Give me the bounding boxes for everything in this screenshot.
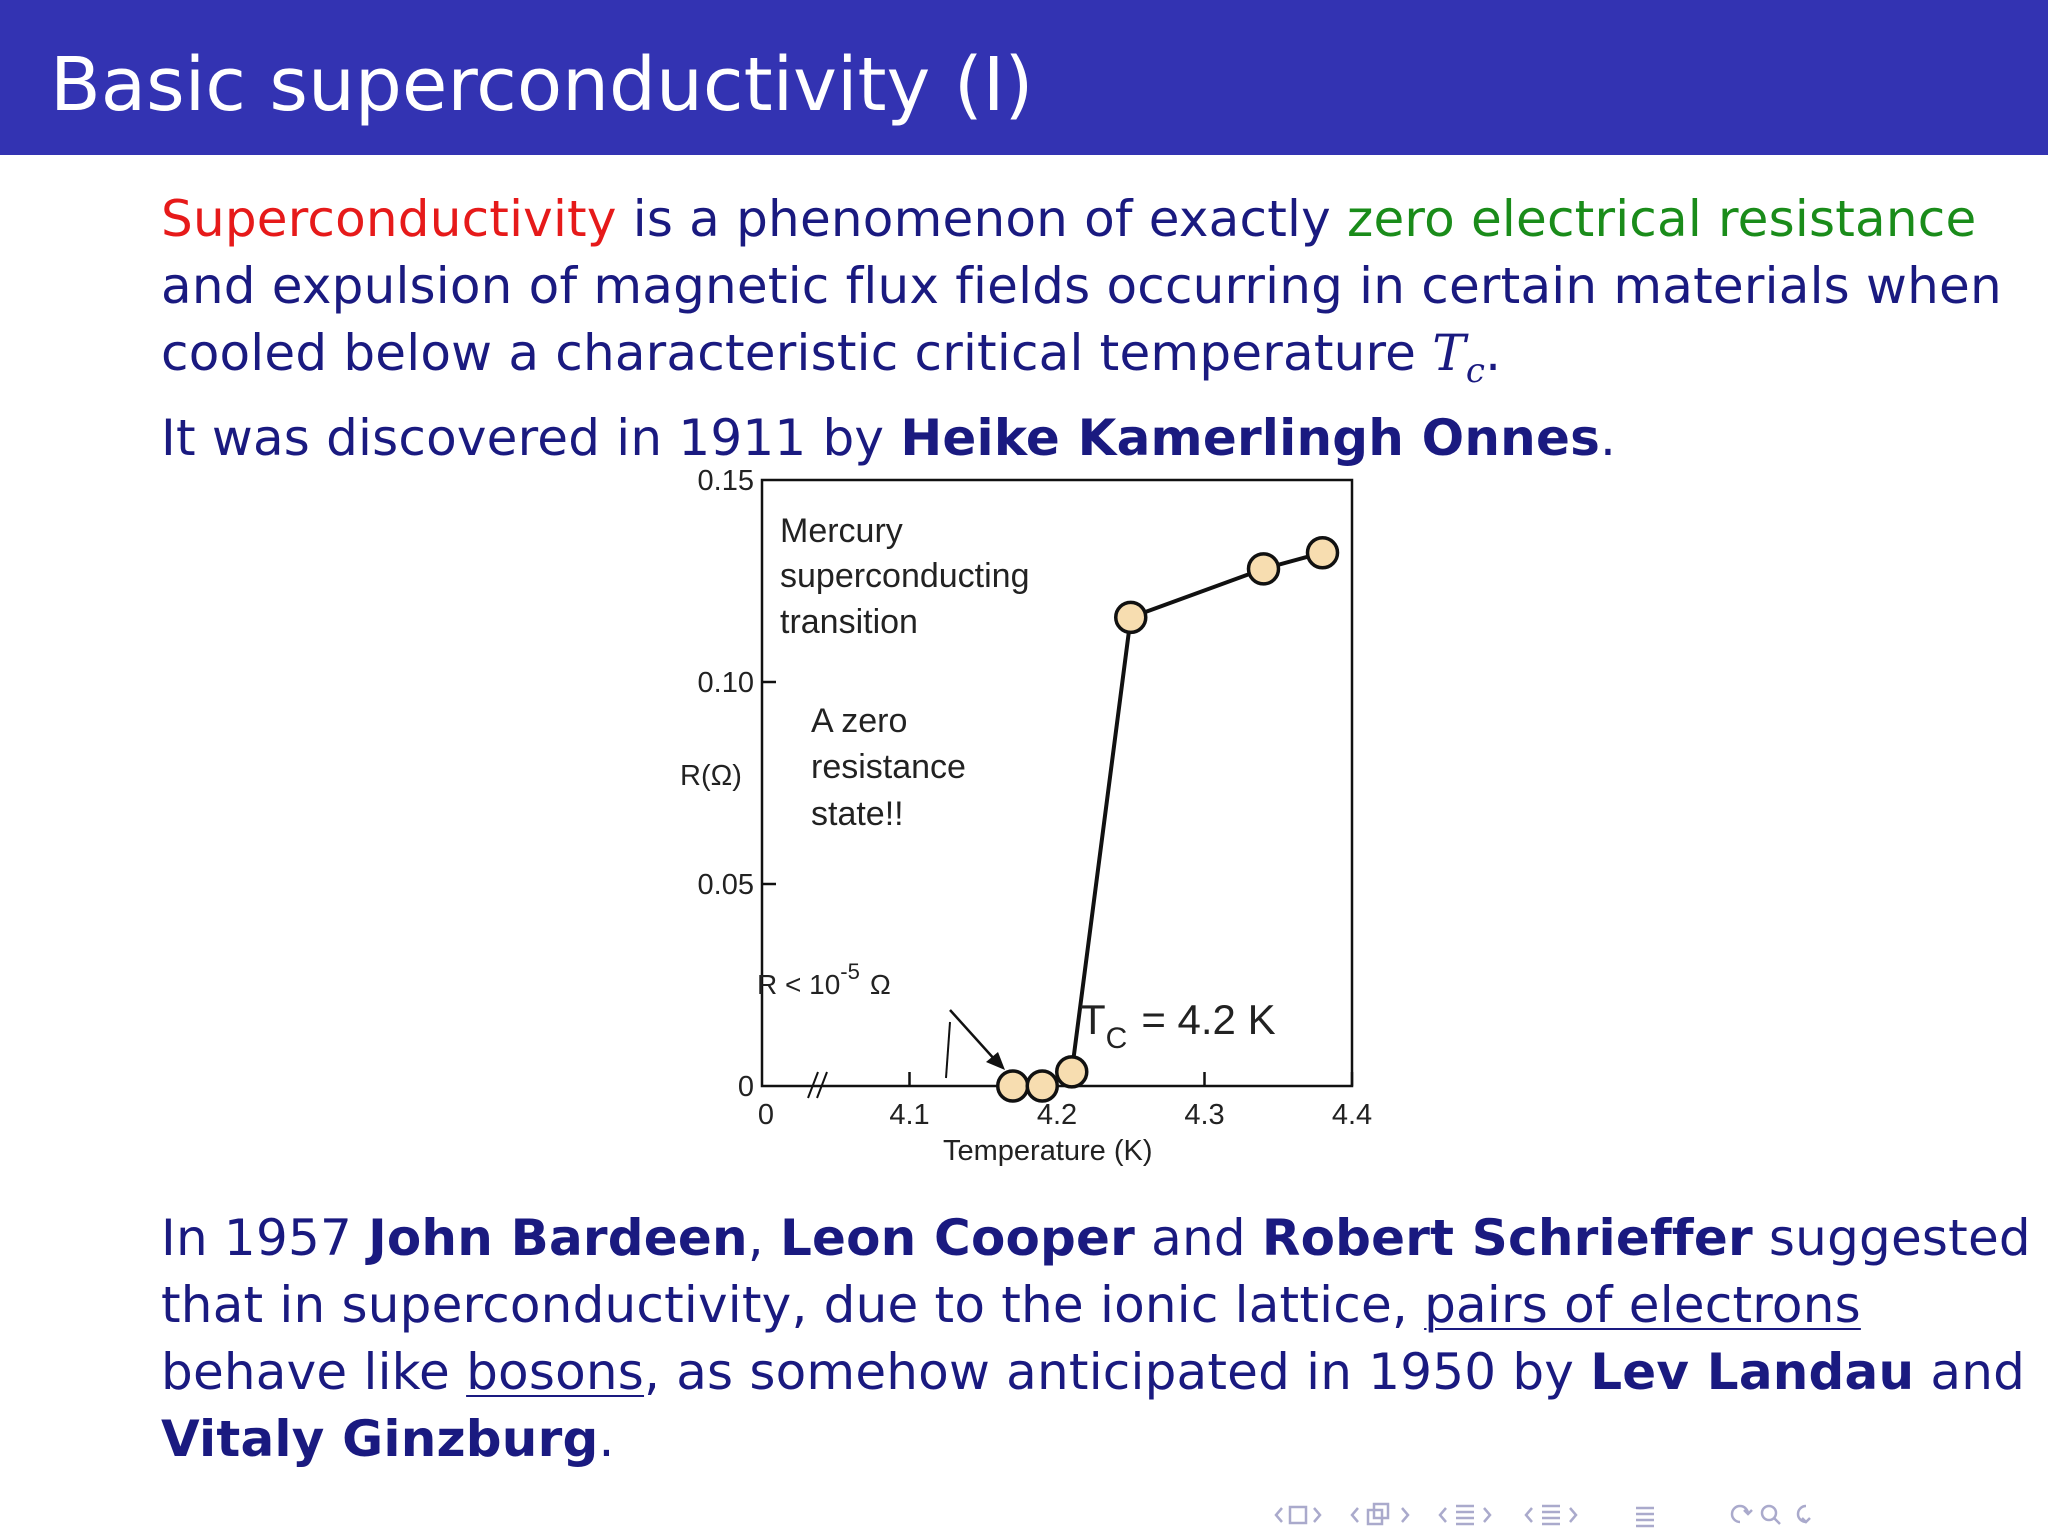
bcs-text: and	[1914, 1343, 2026, 1401]
annotation-title-2: superconducting	[780, 557, 1030, 595]
tc-label: TC = 4.2 K	[1080, 996, 1276, 1055]
intro-text: .	[1600, 409, 1617, 467]
name-bardeen: John Bardeen	[368, 1209, 748, 1267]
bcs-text: and	[1135, 1209, 1262, 1267]
name-cooper: Leon Cooper	[779, 1209, 1136, 1267]
resistance-chart: 4.1 4.2 4.3 4.4 0.15 0.10 0.05 00 Mercury super…	[680, 465, 1373, 1167]
search-icon[interactable]	[1760, 1504, 1778, 1522]
axis-break-mark	[807, 1071, 819, 1099]
right-arrow-icon[interactable]	[1569, 1507, 1578, 1523]
nav-icons	[1274, 1502, 1811, 1528]
bcs-line-1: In 1957 John Bardeen, Leon Cooper and Ro…	[161, 1205, 2031, 1272]
bcs-text: .	[598, 1410, 615, 1468]
x-tick-label: 4.2	[1037, 1099, 1077, 1131]
data-point	[1246, 552, 1281, 586]
intro-paragraph: Superconductivity is a phenomenon of exa…	[161, 186, 2002, 472]
chart-ticks: 4.1 4.2 4.3 4.4 0.15 0.10 0.05 00	[698, 465, 1373, 1131]
bcs-line-4: Vitaly Ginzburg.	[161, 1406, 1981, 1473]
y-tick-label: 0.05	[698, 869, 754, 901]
intro-text: is a phenomenon of exactly	[616, 190, 1347, 248]
beamer-navigation-bar	[1270, 1500, 2030, 1530]
axis-break-mark	[816, 1071, 828, 1099]
x-origin-label: 0	[758, 1099, 774, 1131]
nav-subsection-list-group[interactable]	[1524, 1504, 1578, 1526]
tc-subscript: c	[1465, 351, 1486, 391]
bcs-line-3: behave like bosons, as somehow anticipat…	[161, 1339, 2025, 1406]
annotation-title-3: transition	[780, 603, 918, 641]
mercury-resistance-figure: 4.1 4.2 4.3 4.4 0.15 0.10 0.05 0 0 Mercury super…	[660, 460, 1400, 1180]
name-landau: Lev Landau	[1590, 1343, 1915, 1401]
frame-icon[interactable]	[1288, 1505, 1308, 1525]
bcs-text: In 1957	[161, 1209, 369, 1267]
intro-line-2: and expulsion of magnetic flux fields oc…	[161, 257, 2002, 315]
link-bosons[interactable]: bosons	[466, 1343, 645, 1401]
right-arrow-icon[interactable]	[1483, 1507, 1492, 1523]
title-bar: Basic superconductivity (I)	[0, 0, 2048, 155]
loop-icon[interactable]	[1730, 1504, 1750, 1524]
tc-pointer-line	[945, 1021, 951, 1079]
name-onnes: Heike Kamerlingh Onnes	[900, 409, 1601, 467]
name-ginzburg: Vitaly Ginzburg	[161, 1410, 599, 1468]
intro-text: cooled below a characteristic critical t…	[161, 324, 1433, 382]
bcs-line-2: that in superconductivity, due to the io…	[161, 1272, 1981, 1339]
data-point	[996, 1069, 1030, 1103]
r-limit-label: R < 10-5 Ω	[757, 959, 891, 1000]
chart-annotations: Mercury superconducting transition A zer…	[680, 512, 1276, 1167]
chart-series	[996, 535, 1340, 1103]
nav-subsection-group[interactable]	[1350, 1502, 1410, 1526]
annotation-zero-3: state!!	[811, 795, 904, 833]
intro-line-4: It was discovered in 1911 by Heike Kamer…	[161, 405, 1981, 472]
data-point	[1305, 535, 1340, 570]
data-point	[1114, 600, 1148, 635]
right-arrow-icon[interactable]	[1313, 1507, 1322, 1523]
x-axis-label: Temperature (K)	[943, 1135, 1153, 1167]
zero-resistance-phrase: zero electrical resistance	[1347, 190, 1977, 248]
left-arrow-icon[interactable]	[1274, 1507, 1283, 1523]
slide-title: Basic superconductivity (I)	[50, 42, 1034, 128]
loop-back-icon[interactable]	[1796, 1504, 1807, 1524]
right-arrow-icon[interactable]	[1401, 1507, 1410, 1523]
term-superconductivity: Superconductivity	[161, 190, 617, 248]
y-tick-label: 0	[738, 1071, 754, 1103]
link-pairs-of-electrons[interactable]: pairs of electrons	[1424, 1276, 1861, 1334]
data-point	[1055, 1055, 1089, 1089]
bcs-text: , as somehow anticipated in 1950 by	[644, 1343, 1591, 1401]
intro-text: It was discovered in 1911 by	[161, 409, 901, 467]
bcs-text: that in superconductivity, due to the io…	[161, 1276, 1425, 1334]
x-tick-label: 4.3	[1184, 1099, 1224, 1131]
r-limit-arrowhead	[986, 1052, 1005, 1070]
name-schrieffer: Robert Schrieffer	[1261, 1209, 1753, 1267]
y-axis-label: R(Ω)	[680, 760, 742, 792]
annotation-zero-2: resistance	[811, 748, 966, 786]
subsection-icon-back	[1372, 1502, 1390, 1520]
nav-search-group[interactable]	[1730, 1504, 1811, 1525]
tc-symbol: T	[1432, 324, 1466, 382]
bcs-text: ,	[747, 1209, 780, 1267]
annotation-title-1: Mercury	[780, 512, 903, 550]
left-arrow-icon[interactable]	[1350, 1507, 1359, 1523]
y-tick-label: 0.10	[698, 667, 754, 699]
nav-section-group[interactable]	[1438, 1504, 1492, 1526]
intro-text: .	[1485, 324, 1502, 382]
left-arrow-icon[interactable]	[1524, 1507, 1533, 1523]
bcs-paragraph: In 1957 John Bardeen, Leon Cooper and Ro…	[161, 1205, 2031, 1473]
bcs-text: suggested	[1752, 1209, 2031, 1267]
x-tick-label: 4.1	[889, 1099, 929, 1131]
x-tick-label: 4.4	[1332, 1099, 1372, 1131]
r-limit-arrow	[949, 1009, 997, 1062]
annotation-zero-1: A zero	[811, 702, 907, 740]
y-tick-label: 0.15	[698, 465, 754, 497]
left-arrow-icon[interactable]	[1438, 1507, 1447, 1523]
bcs-text: behave like	[161, 1343, 467, 1401]
intro-line-3: cooled below a characteristic critical t…	[161, 320, 1981, 405]
nav-align-group[interactable]	[1636, 1506, 1654, 1528]
data-point	[1025, 1069, 1059, 1103]
intro-line-1: Superconductivity is a phenomenon of exa…	[161, 186, 1981, 253]
nav-frame-group[interactable]	[1274, 1505, 1322, 1525]
